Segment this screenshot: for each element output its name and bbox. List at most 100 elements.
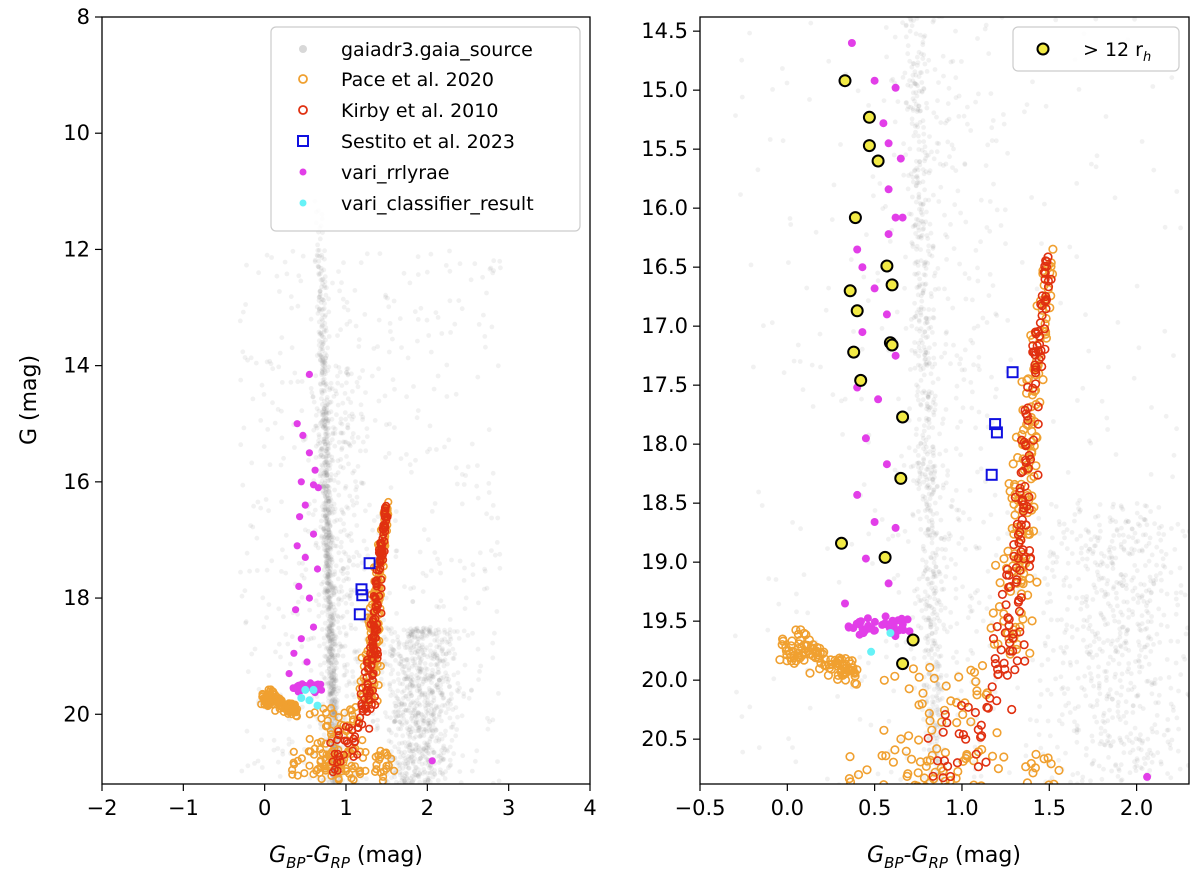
field-star-point — [370, 718, 376, 724]
field-star-point — [487, 719, 492, 725]
field-star-point — [319, 296, 325, 302]
field-star-point — [350, 669, 355, 674]
field-star-point — [319, 504, 325, 509]
field-star-point — [930, 520, 935, 525]
field-star-point — [441, 750, 447, 756]
field-star-point — [323, 448, 328, 454]
field-star-point — [912, 588, 917, 594]
field-star-point — [364, 546, 370, 552]
field-star-point — [325, 548, 331, 553]
field-star-point — [920, 574, 926, 580]
field-star-point — [448, 725, 454, 730]
field-star-point — [431, 698, 437, 703]
field-star-point — [324, 384, 330, 389]
field-star-point — [424, 666, 430, 672]
field-star-point — [1121, 750, 1127, 756]
field-star-point — [441, 695, 447, 701]
field-star-point — [412, 634, 418, 639]
field-star-point — [434, 655, 440, 661]
field-star-point — [323, 446, 329, 452]
field-star-point — [333, 634, 339, 640]
field-star-point — [486, 427, 492, 433]
field-star-point — [323, 559, 329, 565]
field-star-point — [417, 688, 423, 694]
field-star-point — [1173, 596, 1179, 602]
field-star-point — [390, 336, 395, 342]
field-star-point — [332, 663, 337, 669]
field-star-point — [324, 563, 329, 569]
field-star-point — [920, 56, 926, 61]
field-star-point — [276, 606, 282, 612]
field-star-point — [324, 551, 330, 556]
field-star-point — [429, 766, 434, 771]
field-star-point — [383, 637, 389, 642]
field-star-point — [921, 171, 927, 177]
field-star-point — [319, 412, 325, 418]
field-star-point — [412, 713, 418, 719]
field-star-point — [332, 633, 338, 638]
field-star-point — [485, 726, 491, 732]
kirby-2010-point — [363, 679, 372, 688]
field-star-point — [968, 609, 974, 614]
field-star-point — [1191, 613, 1196, 618]
field-star-point — [421, 628, 427, 634]
field-star-point — [412, 650, 418, 655]
field-star-point — [1099, 739, 1104, 744]
field-star-point — [324, 543, 330, 549]
field-star-point — [406, 778, 412, 784]
field-star-point — [345, 565, 350, 570]
left-ytick-label: 12 — [63, 237, 90, 261]
field-star-point — [327, 590, 332, 596]
field-star-point — [954, 649, 959, 655]
field-star-point — [426, 628, 432, 634]
field-star-point — [333, 673, 338, 678]
field-star-point — [906, 173, 911, 178]
field-star-point — [320, 507, 326, 513]
field-star-point — [428, 648, 433, 654]
field-star-point — [435, 687, 441, 693]
field-star-point — [321, 732, 327, 738]
field-star-point — [320, 417, 326, 423]
pace-2020-point — [358, 735, 367, 745]
field-star-point — [316, 308, 322, 314]
field-star-point — [436, 604, 442, 610]
field-star-point — [318, 265, 324, 271]
field-star-point — [333, 705, 339, 711]
field-star-point — [328, 602, 334, 607]
field-star-point — [336, 601, 341, 607]
field-star-point — [823, 307, 829, 313]
field-star-point — [1136, 659, 1142, 664]
field-star-point — [420, 589, 426, 594]
field-star-point — [417, 770, 422, 776]
field-star-point — [393, 518, 398, 524]
field-star-point — [247, 568, 253, 574]
field-star-point — [401, 270, 407, 276]
field-star-point — [325, 632, 331, 638]
field-star-point — [468, 277, 474, 283]
field-star-point — [386, 628, 392, 633]
field-star-point — [323, 410, 329, 416]
field-star-point — [433, 631, 439, 637]
field-star-point — [237, 318, 243, 324]
field-star-point — [496, 691, 501, 696]
field-star-point — [419, 629, 424, 635]
field-star-point — [1030, 657, 1035, 663]
field-star-point — [322, 358, 328, 364]
field-star-point — [1104, 693, 1110, 699]
field-star-point — [330, 722, 336, 727]
rrlyrae-point — [290, 649, 298, 657]
kirby-2010-point — [348, 726, 357, 735]
field-star-point — [1045, 687, 1050, 693]
field-star-point — [335, 380, 341, 386]
field-star-point — [329, 625, 334, 631]
pace-2020-point — [263, 698, 272, 707]
field-star-point — [1166, 675, 1172, 680]
field-star-point — [883, 204, 888, 209]
field-star-point — [400, 712, 406, 718]
field-star-point — [330, 646, 335, 652]
field-star-point — [326, 517, 332, 523]
field-star-point — [376, 317, 382, 323]
rrlyrae-point — [293, 420, 301, 428]
field-star-point — [951, 146, 956, 152]
field-star-point — [489, 515, 494, 521]
